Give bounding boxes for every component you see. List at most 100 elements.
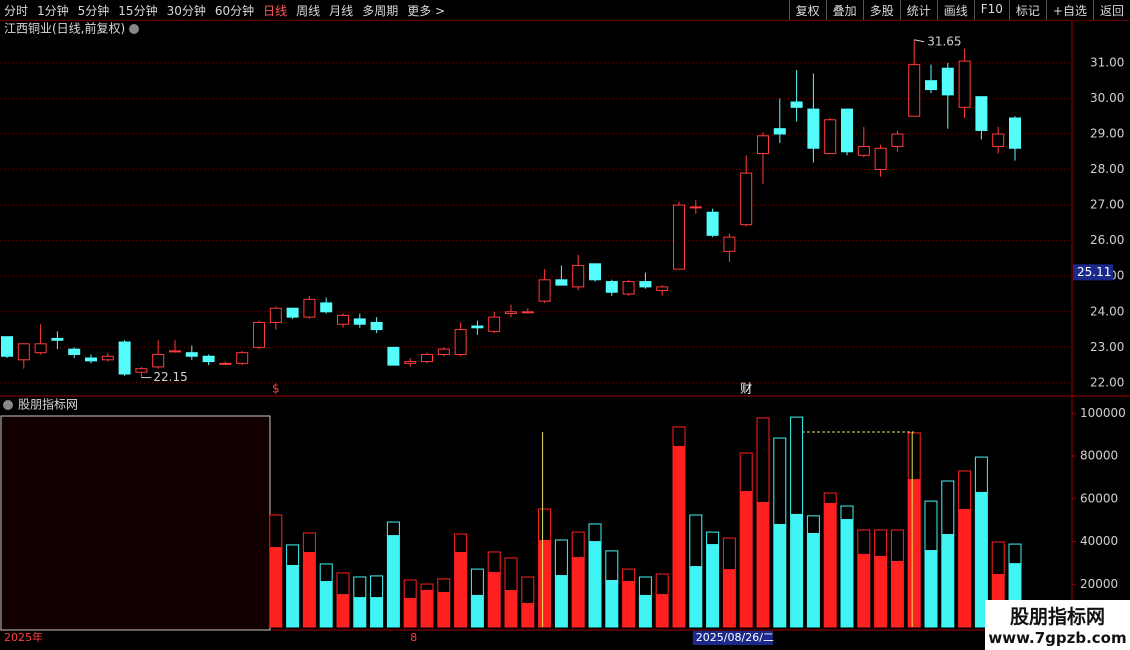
tool-button[interactable]: 画线 (936, 0, 974, 20)
candle-body (85, 357, 97, 362)
date-highlight (692, 631, 773, 645)
tool-button[interactable]: 多股 (862, 0, 900, 20)
candle-body (286, 307, 299, 318)
candle-body (471, 325, 484, 329)
volume-inner-bar (689, 566, 702, 627)
candle-body (639, 281, 652, 288)
period-tab[interactable]: 周线 (296, 4, 321, 18)
volume-inner-bar (387, 535, 400, 627)
volume-inner-bar (320, 581, 333, 627)
candle-body (908, 64, 921, 117)
period-tab[interactable]: 分时 (4, 4, 29, 18)
candle-body (723, 236, 736, 252)
tool-button[interactable]: 标记 (1008, 0, 1046, 20)
candle-body (1, 336, 13, 357)
period-tab[interactable]: 日线 (263, 4, 288, 18)
candle-body (421, 353, 433, 363)
volume-inner-bar (841, 519, 853, 627)
candle-body (521, 311, 534, 314)
high-marker: 31.65 (927, 34, 961, 48)
candle-body (269, 307, 282, 323)
period-tab[interactable]: 1分钟 (37, 4, 69, 18)
candle-body (841, 108, 853, 153)
period-tab[interactable]: 15分钟 (118, 4, 158, 18)
candle-body (673, 204, 685, 270)
y-tick-label: 22.00 (1090, 375, 1124, 389)
period-tab[interactable]: 月线 (329, 4, 354, 18)
volume-inner-bar (975, 491, 988, 627)
volume-inner-bar (370, 597, 383, 627)
y-tick-label: 29.00 (1090, 127, 1124, 141)
y-tick-label: 30.00 (1090, 91, 1124, 105)
candle-body (1009, 117, 1021, 149)
volume-inner-bar (807, 532, 820, 627)
candle-body (51, 337, 64, 341)
volume-inner-bar (639, 594, 652, 627)
tool-button[interactable]: F10 (973, 0, 1009, 20)
candle-body (958, 60, 971, 108)
panel-menu-icon[interactable] (3, 400, 13, 410)
x-tick-label: 2025年 (4, 630, 43, 644)
volume-inner-bar (521, 603, 534, 627)
low-marker: 22.15 (153, 370, 187, 384)
tool-button[interactable]: 返回 (1092, 0, 1130, 20)
period-tab[interactable]: 5分钟 (77, 4, 110, 18)
candle-body (303, 298, 316, 318)
tool-button[interactable]: 复权 (788, 0, 826, 20)
y-tick-label: 27.00 (1090, 198, 1124, 212)
info-box (0, 415, 271, 631)
candle-body (488, 316, 501, 332)
y-tick-label: 60000 (1080, 491, 1118, 505)
y-tick-label: 31.00 (1090, 55, 1124, 69)
candle-body (941, 67, 954, 96)
tool-button[interactable]: 叠加 (825, 0, 863, 20)
volume-inner-bar (471, 594, 484, 627)
volume-inner-bar (656, 594, 669, 627)
volume-inner-bar (353, 597, 366, 627)
y-tick-label: 80000 (1080, 449, 1118, 463)
watermark-title: 股朋指标网 (1009, 606, 1105, 628)
volume-inner-bar (421, 590, 433, 627)
period-tab[interactable]: 30分钟 (166, 4, 206, 18)
candle-body (17, 343, 30, 361)
candle-body (622, 281, 635, 295)
volume-inner-bar (908, 479, 921, 627)
candle-body (925, 80, 937, 91)
high-pointer (914, 39, 925, 43)
candle-body (992, 133, 1005, 147)
event-marker: 财 (740, 382, 752, 396)
volume-inner-bar (857, 553, 870, 627)
candle-body (790, 101, 803, 108)
candle-body (253, 321, 265, 348)
candle-body (337, 314, 349, 325)
y-tick-label: 100000 (1080, 406, 1126, 420)
candle-body (34, 343, 47, 354)
period-tab[interactable]: 60分钟 (214, 4, 255, 18)
volume-inner-bar (269, 547, 282, 627)
tool-button[interactable]: +自选 (1045, 0, 1093, 20)
x-tick-label: 2025/08/26/二 (696, 631, 774, 644)
candle-body (874, 147, 887, 171)
volume-inner-bar (941, 534, 954, 627)
volume-inner-bar (740, 491, 753, 627)
volume-inner-bar (437, 591, 450, 627)
y-tick-label: 28.00 (1090, 162, 1124, 176)
tool-button[interactable]: 统计 (899, 0, 937, 20)
candle-body (404, 361, 417, 364)
candle-body (689, 206, 702, 209)
toolbar: 分时 1分钟 5分钟 15分钟 30分钟 60分钟 日线 周线 月线 多周期 更多 > 复权 叠加 多股… (0, 0, 1130, 21)
candle-body (505, 311, 517, 315)
candle-body (202, 355, 215, 363)
candle-body (236, 352, 249, 364)
period-tab[interactable]: 多周期 (362, 4, 399, 18)
volume-inner-bar (454, 551, 467, 627)
candle-body (656, 286, 669, 291)
panel-title: 股朋指标网 (18, 397, 78, 412)
volume-inner-bar (790, 513, 803, 627)
candle-body (437, 348, 450, 355)
period-tab[interactable]: 更多 > (407, 4, 446, 18)
panel-menu-icon[interactable] (129, 24, 139, 34)
candle-body (555, 279, 568, 286)
